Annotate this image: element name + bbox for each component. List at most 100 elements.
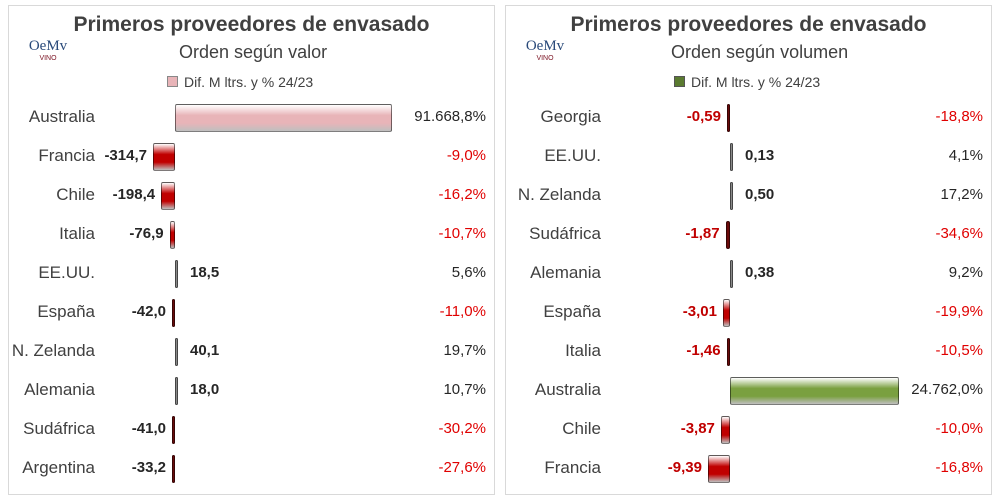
bar-row: EE.UU. 0,13 4,1%: [506, 142, 991, 172]
value-label: 0,38: [745, 264, 775, 281]
bar: [175, 104, 392, 132]
bar-row: Sudáfrica -1,87 -34,6%: [506, 220, 991, 250]
pct-label: -11,0%: [439, 303, 486, 320]
bar: [172, 299, 175, 327]
value-label: -9,39: [667, 459, 702, 476]
bar: [730, 182, 733, 210]
bar-row: España -3,01 -19,9%: [506, 298, 991, 328]
value-label: -33,2: [131, 459, 166, 476]
bar-row: España -42,0 -11,0%: [9, 298, 494, 328]
bar: [720, 416, 730, 444]
bar: [175, 377, 178, 405]
pct-label: -30,2%: [438, 420, 486, 437]
value-label: 18,0: [190, 381, 220, 398]
chart-title: Primeros proveedores de envasado: [570, 13, 927, 36]
bar: [722, 299, 730, 327]
pct-label: -16,2%: [438, 186, 486, 203]
bar-row: N. Zelanda 40,1 19,7%: [9, 337, 494, 367]
value-label: 0,50: [745, 186, 775, 203]
bar-row: EE.UU. 18,5 5,6%: [9, 259, 494, 289]
bar: [726, 338, 730, 366]
category-label: Chile: [56, 185, 95, 204]
value-label: 18,5: [190, 264, 220, 281]
value-label: -198,4: [112, 186, 156, 203]
bar-row: Chile -3,87 -10,0%: [506, 415, 991, 445]
bar-row: Italia -1,46 -10,5%: [506, 337, 991, 367]
chart-panel-value: Primeros proveedores de envasado OeMv VIN…: [8, 5, 495, 495]
chart-subtitle: Orden según valor: [179, 42, 328, 62]
category-label: España: [37, 302, 95, 321]
pct-label: 17,2%: [940, 186, 983, 203]
pct-label: -18,8%: [935, 108, 983, 125]
bar-row: Sudáfrica -41,0 -30,2%: [9, 415, 494, 445]
value-label: -3,87: [680, 420, 715, 437]
pct-label: -34,6%: [935, 225, 983, 242]
bar: [175, 338, 178, 366]
pct-label: -10,0%: [935, 420, 983, 437]
legend-swatch: [167, 76, 178, 87]
bar-row: Georgia -0,59 -18,8%: [506, 103, 991, 133]
value-label: -1,87: [685, 225, 720, 242]
bar-row: Chile -198,4 -16,2%: [9, 181, 494, 211]
bar-row: Alemania 18,0 10,7%: [9, 376, 494, 406]
pct-label: 91.668,8%: [414, 108, 486, 125]
bar: [175, 260, 178, 288]
category-label: España: [543, 302, 601, 321]
bar: [730, 377, 900, 405]
value-label: 40,1: [190, 342, 220, 359]
pct-label: -9,0%: [446, 147, 486, 164]
bar-row: Francia -9,39 -16,8%: [506, 454, 991, 484]
value-label: -42,0: [131, 303, 166, 320]
bar: [727, 104, 730, 132]
bar-row: Australia 24.762,0%: [506, 376, 991, 406]
category-label: Italia: [59, 224, 95, 243]
category-label: EE.UU.: [38, 263, 95, 282]
pct-label: 5,6%: [451, 264, 486, 281]
value-label: -41,0: [131, 420, 166, 437]
bar: [169, 221, 175, 249]
category-label: Sudáfrica: [529, 224, 601, 243]
category-label: N. Zelanda: [517, 185, 601, 204]
pct-label: -19,9%: [935, 303, 983, 320]
category-label: Georgia: [540, 107, 601, 126]
category-label: Italia: [565, 341, 601, 360]
pct-label: 4,1%: [948, 147, 983, 164]
pct-label: -16,8%: [935, 459, 983, 476]
bar: [152, 143, 175, 171]
bar-row: Francia -314,7 -9,0%: [9, 142, 494, 172]
oemv-logo: OeMv VINO: [525, 38, 565, 62]
value-label: -76,9: [129, 225, 164, 242]
value-label: -3,01: [682, 303, 717, 320]
bar-row: Australia 91.668,8%: [9, 103, 494, 133]
pct-label: 19,7%: [443, 342, 486, 359]
bar-row: Alemania 0,38 9,2%: [506, 259, 991, 289]
category-label: Francia: [38, 146, 95, 165]
value-label: -314,7: [104, 147, 147, 164]
bar: [730, 143, 733, 171]
value-label: -1,46: [686, 342, 721, 359]
chart-panel-volume: Primeros proveedores de envasado OeMv VIN…: [505, 5, 992, 495]
pct-label: -27,6%: [438, 459, 486, 476]
category-label: Chile: [562, 419, 601, 438]
category-label: N. Zelanda: [11, 341, 95, 360]
bar: [730, 260, 733, 288]
value-label: -0,59: [686, 108, 721, 125]
bar-row: N. Zelanda 0,50 17,2%: [506, 181, 991, 211]
bar: [161, 182, 175, 210]
legend: Dif. M ltrs. y % 24/23: [167, 74, 313, 90]
oemv-logo: OeMv VINO: [28, 38, 68, 62]
category-label: Australia: [534, 380, 601, 399]
category-label: Sudáfrica: [23, 419, 95, 438]
chart-subtitle: Orden según volumen: [671, 42, 849, 62]
category-label: Alemania: [530, 263, 601, 282]
category-label: Argentina: [22, 458, 95, 477]
bar: [172, 455, 175, 483]
legend-swatch: [674, 76, 685, 87]
legend: Dif. M ltrs. y % 24/23: [674, 74, 820, 90]
category-label: Alemania: [24, 380, 95, 399]
pct-label: 9,2%: [948, 264, 983, 281]
pct-label: -10,7%: [438, 225, 486, 242]
pct-label: -10,5%: [935, 342, 983, 359]
bar-row: Italia -76,9 -10,7%: [9, 220, 494, 250]
chart-title: Primeros proveedores de envasado: [73, 13, 430, 36]
